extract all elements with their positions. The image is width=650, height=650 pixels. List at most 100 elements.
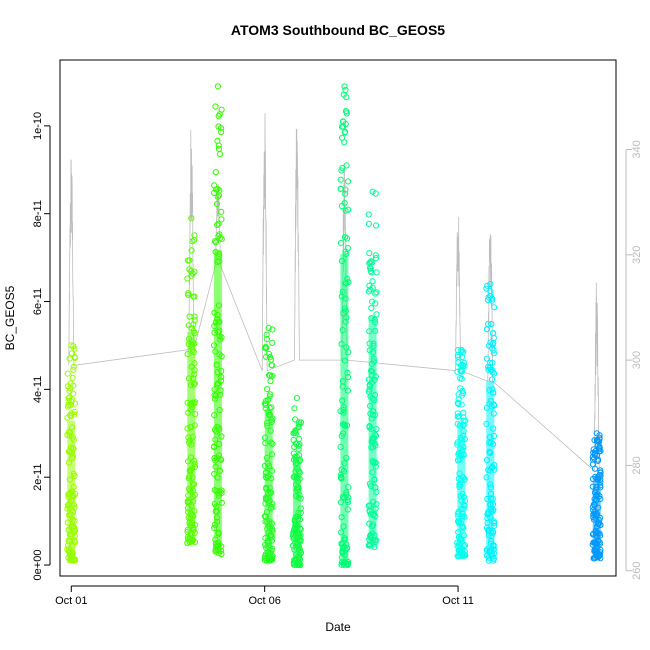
data-point [292, 416, 299, 423]
data-point [217, 235, 224, 242]
data-point [591, 465, 599, 472]
point-group [454, 346, 469, 560]
data-point [190, 293, 197, 300]
data-point [369, 278, 376, 285]
data-point [591, 450, 598, 457]
data-point [191, 317, 198, 324]
x-axis-label: Date [325, 620, 351, 634]
data-point [454, 368, 461, 375]
data-point [214, 193, 221, 200]
data-point [269, 326, 276, 333]
data-point [457, 374, 464, 382]
data-point [368, 305, 375, 312]
y-tick-label: 4e-11 [32, 376, 44, 403]
data-point [216, 231, 223, 238]
data-point-max [214, 83, 221, 90]
data-point [212, 103, 219, 110]
y-tick-label: 0e+00 [32, 550, 44, 581]
data-point [372, 255, 380, 262]
data-point-max [487, 280, 494, 288]
data-point [188, 268, 195, 275]
data-point [213, 186, 220, 193]
data-point [267, 377, 274, 385]
data-point [594, 436, 601, 444]
point-cluster-band [67, 420, 76, 561]
axes-layer: 0e+00 2e-11 4e-11 6e-11 8e-11 1e-10 Oct 01 Oct … [32, 112, 643, 607]
data-point [373, 289, 380, 296]
point-cluster-band [457, 422, 466, 557]
data-point [218, 128, 225, 136]
data-point [184, 257, 192, 264]
point-group [289, 395, 304, 569]
data-point [218, 216, 225, 223]
data-point [489, 341, 496, 348]
data-point [487, 363, 494, 370]
point-group [589, 430, 604, 562]
data-point [454, 346, 461, 354]
data-point [368, 269, 375, 276]
x-tick-label: Oct 01 [55, 595, 87, 607]
data-point-max [293, 395, 300, 402]
point-group [483, 280, 498, 564]
data-point [366, 282, 373, 289]
point-group [365, 188, 380, 551]
data-point [365, 211, 372, 218]
data-point [337, 176, 344, 183]
data-point [295, 435, 302, 442]
point-cluster-band [592, 477, 601, 559]
data-point [372, 300, 379, 307]
data-point [597, 448, 604, 455]
data-point [458, 368, 465, 375]
data-point [191, 313, 198, 320]
data-point [296, 421, 303, 428]
y-tick-label: 8e-11 [32, 200, 44, 227]
data-point [71, 411, 78, 418]
data-point [212, 169, 219, 176]
data-point-max [68, 342, 75, 349]
data-point [265, 350, 273, 358]
data-point [269, 339, 276, 346]
right-tick-label: 300 [631, 351, 643, 369]
data-point [264, 386, 271, 393]
grey-line-series [68, 113, 600, 472]
data-point [458, 401, 465, 408]
data-point [591, 437, 598, 444]
data-point [218, 208, 225, 215]
data-point [342, 128, 349, 135]
point-group [184, 215, 199, 547]
data-point [186, 266, 193, 273]
data-point-max [265, 324, 272, 331]
data-point [459, 361, 466, 369]
right-tick-label: 280 [631, 456, 643, 474]
point-group [64, 342, 79, 564]
data-point [188, 272, 195, 279]
data-point [590, 446, 597, 453]
data-point [337, 185, 344, 192]
data-point-max [341, 83, 348, 90]
data-point [67, 413, 75, 420]
data-point [69, 374, 76, 381]
data-point [454, 399, 461, 406]
point-cluster-band [213, 250, 222, 554]
data-point [369, 298, 376, 305]
data-point [372, 190, 379, 197]
data-point [263, 331, 270, 338]
point-cluster-band [264, 409, 273, 561]
data-point [488, 320, 495, 328]
y-tick-label: 1e-10 [32, 112, 44, 140]
data-point [262, 401, 269, 409]
data-point [215, 192, 223, 199]
data-point [589, 453, 597, 461]
point-group [261, 324, 276, 564]
data-point [71, 353, 78, 361]
data-point [71, 345, 78, 352]
plot-frame [59, 59, 617, 577]
data-point [337, 239, 345, 246]
data-point [491, 304, 498, 311]
data-point [215, 145, 223, 152]
data-point [485, 294, 492, 301]
y-axis-label: BC_GEOS5 [3, 285, 17, 350]
point-cluster-band [486, 380, 495, 561]
data-point [594, 456, 602, 463]
data-point [64, 370, 71, 377]
